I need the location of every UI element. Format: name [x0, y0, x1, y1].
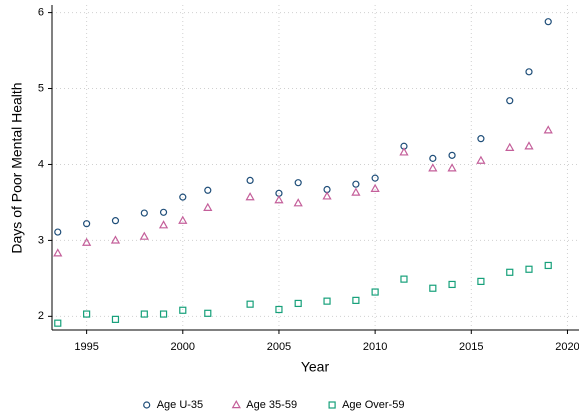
point	[506, 268, 514, 276]
point	[275, 305, 283, 314]
point	[371, 174, 379, 182]
y-tick-label: 3	[38, 234, 44, 246]
point	[204, 186, 212, 194]
point	[322, 191, 332, 200]
point	[428, 163, 438, 172]
point	[179, 193, 187, 201]
point	[323, 297, 331, 305]
point	[543, 125, 553, 134]
point	[158, 220, 169, 229]
point	[83, 310, 91, 318]
point	[246, 176, 254, 185]
legend-marker	[328, 401, 336, 409]
point	[399, 147, 409, 156]
point	[140, 209, 148, 217]
point	[505, 142, 515, 151]
point	[53, 248, 63, 257]
point	[245, 192, 255, 201]
point	[525, 265, 533, 273]
x-tick-label: 2005	[267, 341, 291, 353]
x-tick-label: 2010	[363, 341, 387, 353]
point	[544, 261, 552, 270]
point	[179, 306, 187, 314]
x-tick-label: 2020	[555, 341, 579, 353]
point	[54, 228, 62, 236]
point	[351, 187, 361, 196]
point	[293, 198, 303, 207]
point	[294, 299, 302, 308]
x-axis-title: Year	[301, 359, 330, 375]
point	[110, 235, 121, 244]
point	[447, 163, 457, 172]
point	[448, 151, 456, 159]
x-tick-label: 2015	[459, 341, 483, 353]
point	[140, 310, 148, 318]
point	[477, 135, 485, 143]
point	[294, 179, 302, 187]
point	[370, 183, 380, 192]
point	[352, 180, 360, 188]
point	[429, 154, 437, 162]
x-tick-label: 2000	[171, 341, 195, 353]
point	[111, 315, 120, 323]
point	[204, 309, 212, 317]
point	[525, 68, 533, 76]
y-axis-title: Days of Poor Mental Health	[9, 82, 25, 253]
point	[477, 277, 485, 286]
point	[544, 18, 552, 26]
y-tick-label: 6	[38, 6, 44, 18]
point	[506, 97, 514, 105]
point	[159, 208, 168, 216]
legend-label: Age 35-59	[246, 399, 297, 411]
legend-marker	[143, 401, 151, 409]
point	[203, 202, 213, 211]
point	[400, 275, 408, 283]
point	[524, 141, 534, 150]
point	[159, 310, 168, 318]
point	[139, 231, 149, 240]
y-tick-label: 2	[38, 310, 44, 322]
x-tick-label: 1995	[74, 341, 98, 353]
point	[81, 237, 92, 246]
point	[429, 284, 437, 292]
point	[476, 155, 486, 164]
point	[352, 296, 360, 304]
legend-label: Age U-35	[157, 399, 203, 411]
point	[111, 217, 120, 225]
point	[54, 319, 62, 327]
point	[448, 280, 456, 289]
y-tick-label: 5	[38, 82, 44, 94]
point	[371, 288, 379, 296]
point	[274, 195, 284, 204]
y-tick-label: 4	[38, 158, 44, 170]
point	[83, 220, 91, 228]
point	[246, 300, 254, 308]
point	[178, 215, 188, 224]
legend-label: Age Over-59	[342, 399, 404, 411]
legend-marker	[231, 399, 241, 409]
